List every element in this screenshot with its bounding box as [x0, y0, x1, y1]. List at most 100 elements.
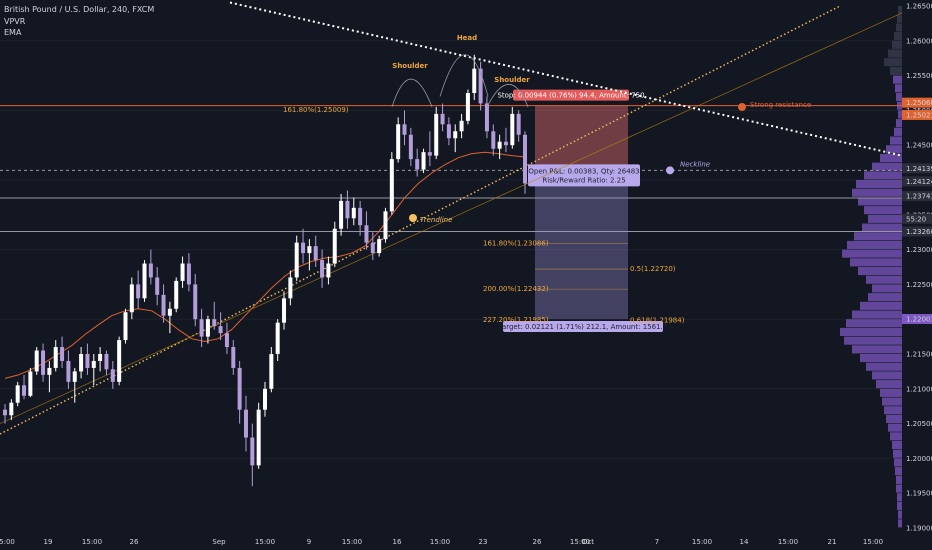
time-tick: Oct [582, 538, 594, 546]
candle-body [326, 263, 331, 278]
indicator-vpvr[interactable]: VPVR [4, 17, 26, 26]
volume-bar [882, 397, 902, 406]
head-label: Head [457, 34, 477, 42]
resistance-marker [738, 103, 746, 111]
candle-body [237, 367, 242, 410]
price-tick: 1.19500 [906, 490, 932, 498]
volume-bar [892, 40, 902, 49]
candle-body [136, 284, 141, 299]
candle-body [9, 402, 14, 416]
time-tick: 21 [828, 538, 837, 546]
candle-body [250, 437, 255, 466]
volume-bar [876, 380, 902, 389]
candle-body [484, 103, 489, 132]
fib-label: 0.5(1.22720) [630, 265, 676, 273]
position-tool[interactable]: Stop: 0.00944 (0.76%) 94.4, Amount: 750 O… [497, 89, 667, 332]
volume-bar [847, 240, 902, 249]
price-tick: 1.22500 [906, 281, 932, 289]
volume-bar [894, 127, 902, 136]
price-tag-bg [902, 213, 932, 224]
time-tick: Sep [212, 538, 226, 546]
volume-bar [897, 493, 902, 502]
open-pnl-label: Open P&L: 0.00383, Qty: 26483 [528, 167, 639, 175]
candles [3, 54, 527, 487]
time-tick: 7 [655, 538, 659, 546]
candle-body [478, 68, 483, 104]
uptrend-line [0, 5, 841, 435]
candle-body [377, 239, 382, 254]
candle-body [307, 246, 312, 254]
indicator-ema[interactable]: EMA [4, 28, 22, 37]
volume-bar [880, 153, 902, 162]
volume-bar [850, 258, 902, 267]
target-zone [535, 170, 628, 319]
candle-body [459, 120, 464, 132]
volume-bar [872, 371, 902, 380]
stop-label-bg [513, 89, 629, 101]
time-tick: 15:00 [692, 538, 712, 546]
candle-body [434, 113, 439, 156]
candle-body [421, 152, 426, 170]
volume-bar [864, 171, 902, 180]
volume-bar [868, 214, 902, 223]
candle-body [453, 131, 458, 139]
price-axis[interactable]: 1.265001.260001.255001.250001.245001.235… [902, 0, 932, 550]
price-tag-bg [902, 191, 932, 202]
volume-bar [858, 197, 902, 206]
volume-bar [897, 501, 902, 510]
candle-body [389, 159, 394, 212]
time-tick: 16 [393, 538, 402, 546]
fib-label: 227.20%(1.21985) [483, 316, 549, 324]
volume-bar [852, 345, 902, 354]
candle-body [282, 298, 287, 323]
candle-body [72, 371, 77, 382]
price-tag: 55:20 [906, 215, 926, 223]
volume-bar [896, 23, 902, 32]
time-tick: 26 [533, 538, 542, 546]
volume-bar [860, 301, 902, 310]
volume-bar [894, 32, 902, 41]
shoulder-arc [391, 78, 433, 108]
time-tick: 23 [479, 538, 488, 546]
volume-bar [872, 162, 902, 171]
time-axis[interactable]: 5:00 19 15:00 26 Sep 15:00 9 15:00 16 15:00 23 26 15… [0, 534, 932, 550]
candle-body [79, 354, 84, 372]
candle-body [320, 260, 325, 278]
price-tag: 1.24139 [906, 165, 932, 173]
time-tick: 9 [307, 538, 311, 546]
candle-body [117, 340, 122, 382]
open-label-bg [528, 164, 640, 187]
volume-bar [868, 293, 902, 302]
candle-body [193, 284, 198, 320]
annotations: 161.80%(1.25009) 161.80%(1.23086) 200.00%(… [283, 34, 811, 324]
volume-bar [842, 249, 902, 258]
candle-body [383, 211, 388, 240]
candle-body [155, 277, 160, 295]
candle-body [231, 347, 236, 368]
candle-body [123, 312, 128, 341]
candle-body [332, 228, 337, 264]
candle-body [205, 319, 210, 337]
candle-body [3, 409, 7, 416]
candle-body [53, 347, 58, 368]
candle-body [313, 246, 318, 261]
chart-title: British Pound / U.S. Dollar, 240, FXCM [4, 5, 155, 14]
candle-body [503, 141, 508, 146]
candle-body [465, 93, 470, 121]
volume-bar [852, 188, 902, 197]
volume-bar [886, 414, 902, 423]
volume-bar [866, 275, 902, 284]
candle-body [358, 207, 363, 226]
neckline-label: Neckline [680, 160, 710, 168]
candle-body [98, 354, 103, 361]
candle-body [41, 350, 46, 375]
volume-bar [896, 484, 902, 493]
price-tag-bg [902, 313, 932, 324]
candle-body [218, 326, 223, 334]
volume-bar [844, 336, 902, 345]
candle-body [510, 113, 515, 146]
target-label: Target: 0.02121 (1.71%) 212.1, Amount: 1… [498, 323, 667, 331]
candle-body [408, 134, 413, 160]
candle-body [148, 263, 153, 278]
